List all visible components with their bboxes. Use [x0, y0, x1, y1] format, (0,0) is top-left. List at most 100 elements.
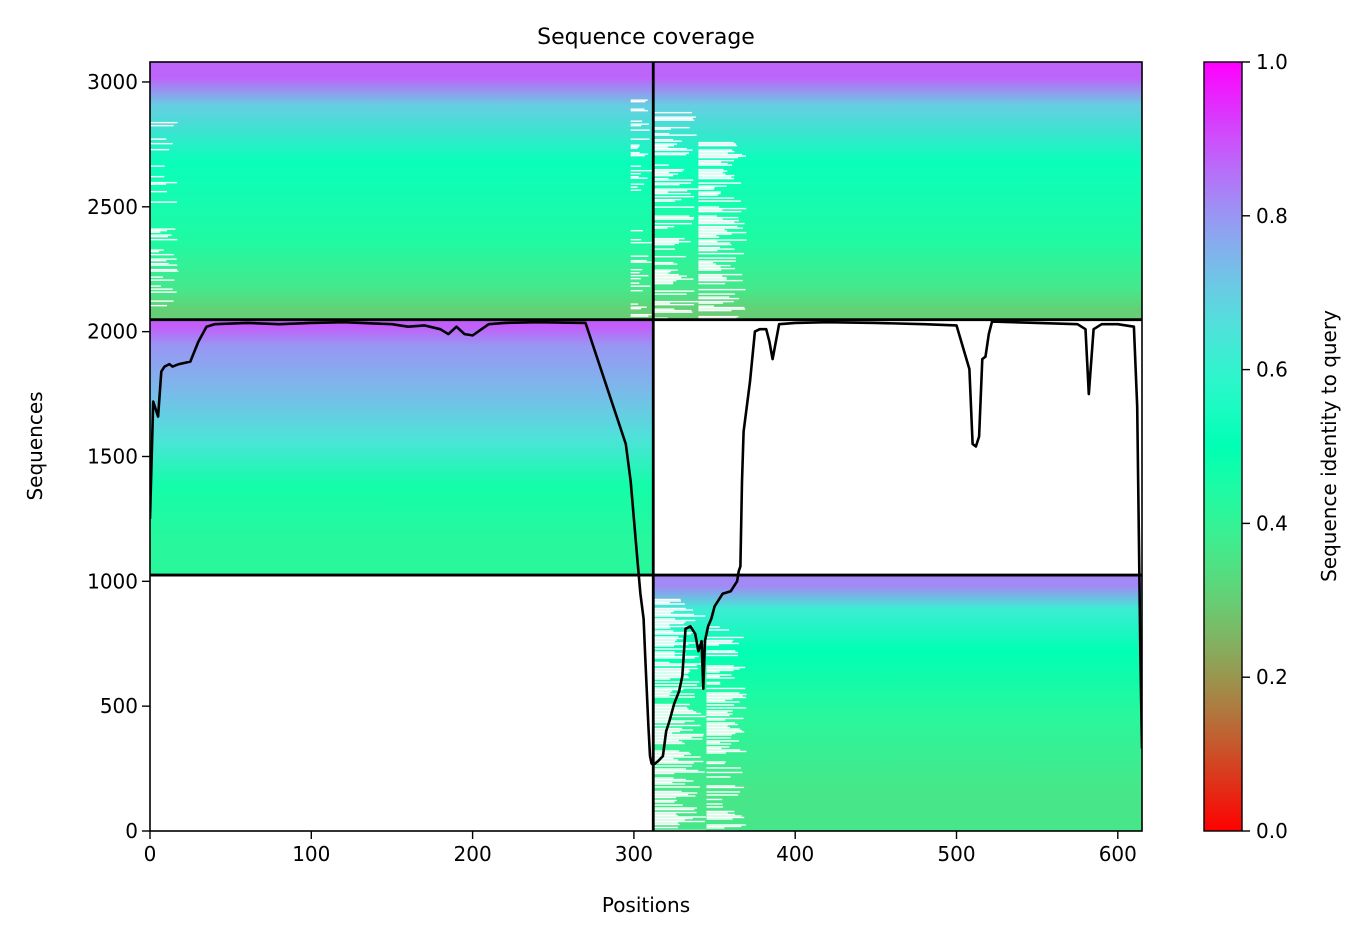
identity-block: [150, 319, 654, 576]
gap-streak: [653, 140, 682, 142]
x-tick-label: 0: [144, 842, 157, 866]
gap-streak: [630, 109, 648, 112]
identity-blocks: [150, 62, 1142, 831]
gap-streak: [706, 665, 734, 667]
gap-streak: [653, 627, 671, 629]
x-tick-label: 500: [937, 842, 975, 866]
gap-streak: [653, 631, 695, 634]
gap-streak: [653, 780, 694, 782]
gap-streak: [706, 776, 731, 778]
gap-streak: [150, 258, 177, 260]
gap-streak: [653, 654, 675, 656]
gap-streak: [150, 190, 167, 193]
gap-streak: [706, 704, 735, 706]
gap-streak: [653, 215, 690, 217]
gap-streak: [653, 651, 675, 653]
x-tick-label: 300: [615, 842, 653, 866]
gap-streak: [150, 124, 174, 127]
gap-streak: [698, 261, 713, 264]
gap-streak: [653, 714, 671, 716]
gap-streak: [698, 263, 716, 265]
gap-streak: [653, 111, 692, 114]
gap-streak: [706, 707, 747, 709]
gap-streak: [706, 741, 720, 744]
gap-streak: [653, 198, 682, 201]
gap-streak: [630, 183, 644, 185]
gap-streak: [706, 806, 724, 808]
gap-streak: [653, 771, 705, 773]
gap-streak: [653, 225, 675, 228]
gap-streak: [698, 246, 721, 249]
gap-streak: [653, 279, 677, 282]
gap-streak: [653, 801, 675, 803]
gap-streak: [706, 710, 733, 712]
gap-streak: [698, 242, 731, 244]
gap-region: [698, 141, 747, 321]
colorbar-tick-label: 1.0: [1256, 50, 1288, 74]
gap-streak: [698, 296, 730, 298]
gap-streak: [698, 171, 723, 174]
gap-streak: [630, 120, 643, 122]
gap-streak: [706, 626, 720, 628]
gap-streak: [653, 820, 705, 823]
gap-streak: [698, 305, 715, 307]
gap-streak: [150, 234, 172, 236]
gap-streak: [630, 268, 643, 271]
gap-streak: [653, 303, 694, 306]
gap-streak: [706, 743, 732, 745]
gap-streak: [706, 719, 726, 721]
gap-streak: [706, 687, 746, 690]
gap-streak: [653, 290, 695, 292]
gap-streak: [653, 222, 692, 225]
gap-streak: [653, 720, 695, 722]
gap-streak: [706, 651, 738, 654]
gap-streak: [653, 248, 675, 250]
gap-streak: [653, 741, 683, 743]
gap-streak: [653, 783, 686, 785]
gap-streak: [653, 309, 692, 312]
gap-streak: [706, 698, 733, 700]
chart-title: Sequence coverage: [537, 25, 755, 50]
gap-streak: [150, 238, 178, 241]
gap-streak: [630, 306, 647, 308]
gap-streak: [653, 598, 681, 601]
gap-streak: [653, 300, 699, 303]
gap-streak: [653, 735, 704, 737]
gap-streak: [150, 304, 167, 307]
gap-streak: [630, 144, 640, 146]
gap-streak: [653, 675, 688, 677]
y-tick-label: 3000: [87, 70, 138, 94]
gap-region: [653, 111, 699, 319]
gap-streak: [698, 249, 718, 252]
gap-streak: [706, 749, 741, 751]
gap-streak: [630, 282, 640, 284]
colorbar-label: Sequence identity to query: [1317, 310, 1341, 582]
gap-streak: [630, 241, 652, 244]
gap-streak: [653, 687, 703, 689]
gap-streak: [706, 761, 726, 763]
gap-streak: [698, 222, 745, 225]
gap-streak: [653, 630, 674, 632]
gap-streak: [698, 309, 732, 312]
gap-streak: [706, 669, 734, 672]
gap-streak: [698, 315, 739, 318]
gap-streak: [653, 119, 695, 121]
gap-streak: [706, 692, 740, 694]
gap-streak: [653, 147, 687, 150]
gap-streak: [653, 633, 691, 635]
gap-streak: [706, 699, 726, 702]
gap-streak: [653, 717, 670, 719]
gap-streak: [150, 228, 176, 230]
gap-streak: [706, 729, 742, 732]
gap-streak: [698, 269, 722, 271]
gap-streak: [698, 210, 742, 213]
gap-streak: [653, 642, 706, 644]
gap-streak: [706, 711, 728, 714]
gap-streak: [653, 621, 686, 623]
gap-streak: [653, 269, 678, 271]
gap-streak: [653, 814, 678, 817]
gap-streak: [653, 273, 679, 276]
gap-streak: [706, 824, 746, 826]
y-tick-label: 2000: [87, 320, 138, 344]
gap-streak: [706, 677, 735, 679]
